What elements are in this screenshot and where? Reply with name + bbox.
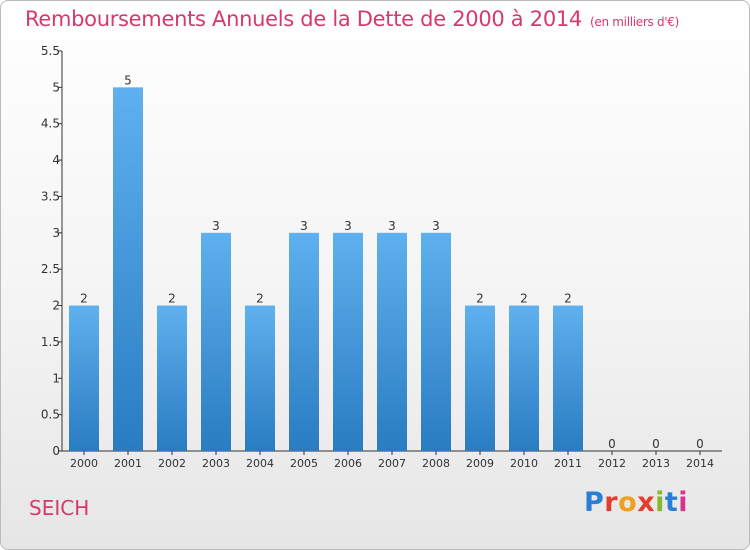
data-label: 3: [212, 219, 220, 233]
data-label: 5: [124, 73, 132, 87]
logo-letter: i: [678, 487, 689, 518]
y-tick-label: 3: [52, 226, 60, 240]
x-tick-label: 2008: [422, 457, 450, 470]
logo-letter: x: [637, 487, 656, 518]
y-tick-label: 2.5: [41, 262, 60, 276]
bar: [289, 232, 319, 451]
bar: [245, 305, 275, 451]
bar: [553, 305, 583, 451]
data-label: 2: [80, 292, 88, 306]
data-label: 2: [520, 292, 528, 306]
x-tick-label: 2006: [334, 457, 362, 470]
title-unit: (en milliers d'€): [590, 15, 680, 29]
bar: [333, 232, 363, 451]
logo-letter: o: [618, 487, 638, 518]
x-tick-label: 2007: [378, 457, 406, 470]
logo-letter: r: [604, 487, 619, 518]
y-tick-label: 5.5: [41, 44, 60, 58]
x-tick-label: 2001: [114, 457, 142, 470]
y-tick-label: 1: [52, 371, 60, 385]
data-label: 0: [608, 437, 616, 451]
title-text: Remboursements Annuels de la Dette de 20…: [25, 7, 582, 31]
x-tick-label: 2003: [202, 457, 230, 470]
data-label: 2: [476, 292, 484, 306]
x-tick-label: 2011: [554, 457, 582, 470]
data-label: 2: [564, 292, 572, 306]
y-tick-label: 4: [52, 153, 60, 167]
bar: [69, 305, 99, 451]
y-tick-label: 4.5: [41, 117, 60, 131]
data-label: 3: [344, 219, 352, 233]
y-tick-label: 5: [52, 80, 60, 94]
y-tick-label: 0.5: [41, 408, 60, 422]
logo-letter: i: [655, 487, 665, 518]
bar: [377, 232, 407, 451]
data-label: 0: [652, 437, 660, 451]
x-tick-label: 2009: [466, 457, 494, 470]
x-tick-label: 2000: [70, 457, 98, 470]
bar: [465, 305, 495, 451]
data-label: 2: [168, 292, 176, 306]
x-tick-label: 2013: [642, 457, 670, 470]
x-tick-label: 2002: [158, 457, 186, 470]
bar: [113, 87, 143, 451]
x-tick-label: 2010: [510, 457, 538, 470]
data-label: 3: [300, 219, 308, 233]
data-label: 3: [388, 219, 396, 233]
logo-letter: t: [664, 487, 679, 518]
y-tick-label: 2: [52, 299, 60, 313]
data-label: 2: [256, 292, 264, 306]
x-tick-label: 2014: [686, 457, 714, 470]
x-tick-label: 2012: [598, 457, 626, 470]
data-label: 0: [696, 437, 704, 451]
chart-title: Remboursements Annuels de la Dette de 20…: [25, 7, 679, 31]
bar: [157, 305, 187, 451]
y-tick-label: 1.5: [41, 335, 60, 349]
commune-name: SEICH: [29, 496, 90, 520]
logo-letter: P: [584, 487, 605, 518]
bar: [509, 305, 539, 451]
x-tick-label: 2005: [290, 457, 318, 470]
bar: [421, 232, 451, 451]
y-tick-label: 0: [52, 444, 60, 458]
proxiti-logo[interactable]: Proxiti: [584, 487, 688, 518]
y-tick-label: 3.5: [41, 189, 60, 203]
bar: [201, 232, 231, 451]
x-tick-label: 2004: [246, 457, 274, 470]
data-label: 3: [432, 219, 440, 233]
